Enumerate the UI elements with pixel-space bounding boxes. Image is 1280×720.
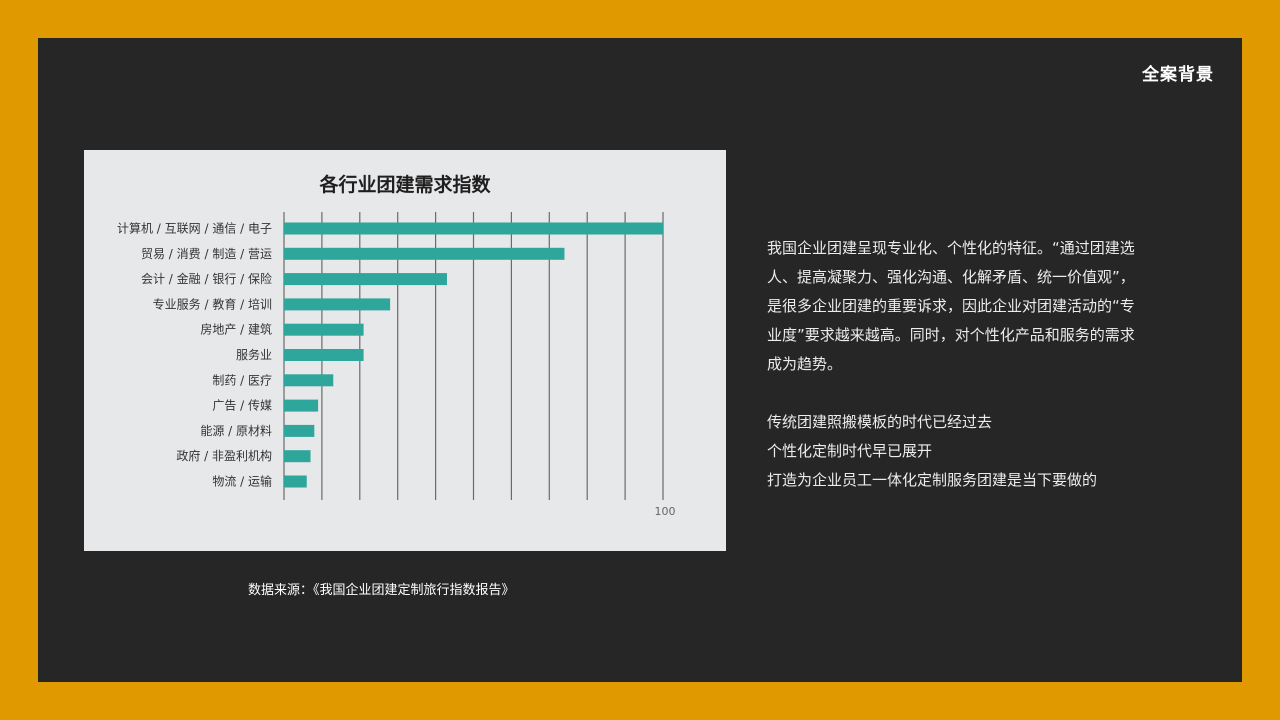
description-line-1: 传统团建照搬模板的时代已经过去 bbox=[767, 413, 993, 431]
category-label: 会计 / 金融 / 银行 / 保险 bbox=[141, 271, 272, 286]
category-label: 政府 / 非盈利机构 bbox=[176, 448, 272, 463]
data-source-note: 数据来源：《我国企业团建定制旅行指数报告》 bbox=[248, 583, 515, 598]
description-line-2: 个性化定制时代早已展开 bbox=[767, 442, 933, 460]
bar bbox=[284, 424, 315, 437]
category-label: 专业服务 / 教育 / 培训 bbox=[153, 296, 272, 311]
bar bbox=[284, 247, 565, 260]
category-label: 计算机 / 互联网 / 通信 / 电子 bbox=[117, 221, 272, 236]
category-label: 广告 / 传媒 bbox=[212, 398, 272, 413]
category-label: 服务业 bbox=[236, 347, 272, 362]
category-label: 房地产 / 建筑 bbox=[200, 322, 272, 337]
page-title: 全案背景 bbox=[1142, 65, 1214, 85]
bar bbox=[284, 273, 447, 286]
bar bbox=[284, 399, 319, 412]
bar bbox=[284, 450, 311, 463]
bar bbox=[284, 323, 364, 336]
chart-panel: 各行业团建需求指数 计算机 / 互联网 / 通信 / 电子贸易 / 消费 / 制… bbox=[84, 150, 726, 551]
description-text: 我国企业团建呈现专业化、个性化的特征。“通过团建选人、提高凝聚力、强化沟通、化解… bbox=[767, 234, 1147, 495]
bar bbox=[284, 374, 334, 387]
category-label: 能源 / 原材料 bbox=[200, 424, 272, 438]
x-tick-label: 100 bbox=[655, 505, 676, 518]
bar bbox=[284, 475, 307, 488]
slide: 全案背景 各行业团建需求指数 计算机 / 互联网 / 通信 / 电子贸易 / 消… bbox=[38, 38, 1242, 682]
bar bbox=[284, 349, 364, 361]
bar bbox=[284, 298, 391, 311]
description-line-3: 打造为企业员工一体化定制服务团建是当下要做的 bbox=[767, 471, 1098, 489]
category-label: 贸易 / 消费 / 制造 / 营运 bbox=[141, 247, 272, 261]
chart-title: 各行业团建需求指数 bbox=[319, 174, 491, 196]
category-label: 制药 / 医疗 bbox=[212, 373, 272, 387]
description-paragraph: 我国企业团建呈现专业化、个性化的特征。“通过团建选人、提高凝聚力、强化沟通、化解… bbox=[767, 239, 1135, 373]
category-label: 物流 / 运输 bbox=[212, 474, 272, 489]
bar bbox=[284, 222, 663, 235]
